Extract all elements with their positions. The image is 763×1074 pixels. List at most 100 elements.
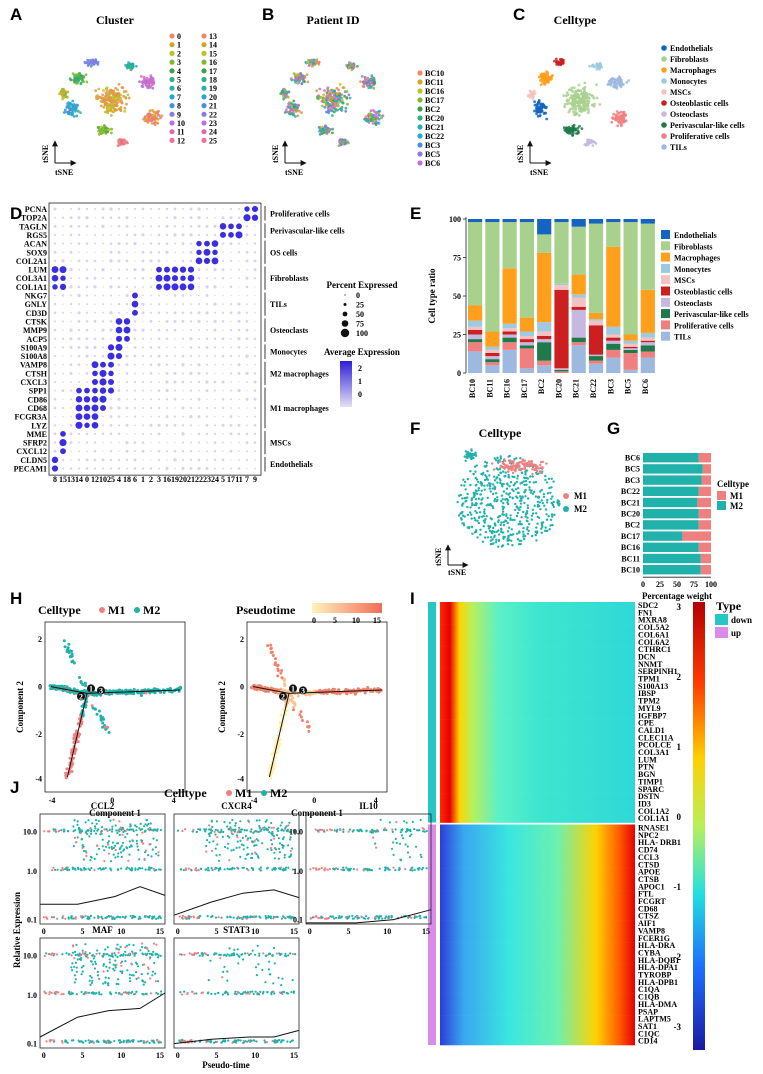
dot-plot-dot xyxy=(198,329,200,332)
tsne-point xyxy=(576,126,580,130)
f-point xyxy=(470,497,474,500)
dot-plot-dot xyxy=(133,268,137,272)
dot-plot-dot xyxy=(53,432,57,436)
dot-plot-dot xyxy=(149,242,153,245)
dot-plot-dot xyxy=(69,389,73,392)
j-point xyxy=(43,830,46,833)
f-point xyxy=(510,528,513,531)
stacked-bar-segment xyxy=(502,219,517,223)
dot-plot-dot xyxy=(181,233,185,237)
tsne-point xyxy=(142,77,146,81)
dot-plot-dot xyxy=(62,329,64,331)
f-point xyxy=(475,511,478,515)
f-point xyxy=(461,522,464,525)
g-x-tick-label: 25 xyxy=(656,580,664,589)
f-point xyxy=(507,526,511,529)
dot-plot-dot xyxy=(83,404,91,412)
f-point xyxy=(475,478,479,481)
gene-label: CD86 xyxy=(27,395,47,404)
heatmap-colorbar xyxy=(693,602,705,1050)
dot-plot-dot xyxy=(59,266,67,274)
f-point xyxy=(541,525,544,528)
f-point xyxy=(497,545,500,548)
heatmap-row xyxy=(440,704,635,713)
dot-plot-dot xyxy=(150,268,152,271)
stacked-bar-segment xyxy=(571,274,586,295)
tsne-point xyxy=(543,105,546,108)
dot-plot-dot xyxy=(165,242,169,245)
cluster-legend-dot xyxy=(169,33,175,39)
tsne-point xyxy=(620,83,624,87)
tsne-point xyxy=(292,72,296,75)
tsne-point xyxy=(622,110,626,114)
f-point xyxy=(549,491,552,494)
dot-plot-dot xyxy=(101,233,105,236)
tsne-point xyxy=(582,91,586,94)
tsne-point xyxy=(338,98,341,102)
dot-plot-dot xyxy=(62,225,64,228)
f-point xyxy=(551,495,554,498)
cluster-legend-dot xyxy=(201,129,207,135)
tsne-point xyxy=(341,99,344,102)
stacked-bar-segment xyxy=(606,326,621,335)
f-point xyxy=(542,493,546,496)
tsne-point xyxy=(595,83,598,87)
dot-plot-dot xyxy=(196,249,202,256)
tsne-point xyxy=(299,77,302,81)
dot-plot-dot xyxy=(238,277,240,280)
f-point xyxy=(540,488,543,492)
dot-plot-dot xyxy=(99,378,107,386)
f-point xyxy=(492,526,495,530)
tsne-point xyxy=(356,64,359,68)
tsne-point xyxy=(574,110,577,114)
dot-plot-dot xyxy=(237,328,241,332)
traj-point xyxy=(300,715,303,719)
panel-f-title: Celltype xyxy=(479,426,522,440)
dot-plot-dot xyxy=(213,268,217,272)
dot-plot-dot xyxy=(150,415,152,418)
dot-plot-dot xyxy=(173,225,177,228)
tsne-point xyxy=(308,62,312,66)
dot-plot-dot xyxy=(254,459,256,461)
dot-plot-dot xyxy=(157,294,161,297)
dot-plot-dot xyxy=(77,328,81,332)
celltype-legend-label: MSCs xyxy=(670,88,691,97)
cluster-legend-label: 18 xyxy=(209,76,217,85)
f-point xyxy=(550,477,553,480)
tsne-point xyxy=(620,124,623,128)
tsne-point xyxy=(620,118,624,122)
stacked-bar-segment xyxy=(502,222,517,269)
percent-legend-label: 100 xyxy=(356,329,368,338)
patient-legend-label: BC17 xyxy=(425,96,444,105)
dot-plot-dot xyxy=(246,346,248,349)
dot-plot-dot xyxy=(101,224,105,228)
dot-plot-dot xyxy=(190,294,192,297)
f-point xyxy=(534,480,538,484)
dot-plot-dot xyxy=(182,346,184,349)
dot-plot-dot xyxy=(245,371,249,376)
bar-legend-swatch xyxy=(661,263,670,273)
dot-plot-dot xyxy=(70,208,72,210)
j-point xyxy=(90,830,93,833)
dot-plot-dot xyxy=(69,216,73,220)
f-point xyxy=(496,481,499,484)
dot-plot-dot xyxy=(94,268,96,271)
stacked-bar-segment xyxy=(640,340,655,343)
dot-plot-dot xyxy=(190,433,192,435)
tsne-point xyxy=(570,86,574,90)
tsne-point xyxy=(72,105,75,109)
patient-legend-dot xyxy=(417,97,423,103)
heatmap-row xyxy=(440,668,635,676)
tsne-point xyxy=(318,129,321,133)
dot-plot-dot xyxy=(91,421,99,429)
dot-plot-dot xyxy=(53,233,57,237)
tsne-point xyxy=(140,84,144,88)
f-point xyxy=(514,469,517,473)
dot-plot-dot xyxy=(109,406,113,410)
stacked-bar-segment xyxy=(485,222,500,332)
dot-plot-dot xyxy=(237,423,241,427)
heatmap-row xyxy=(440,653,635,662)
dot-plot-dot xyxy=(205,406,209,410)
f-point xyxy=(517,491,520,495)
dot-plot-dot xyxy=(246,407,248,409)
